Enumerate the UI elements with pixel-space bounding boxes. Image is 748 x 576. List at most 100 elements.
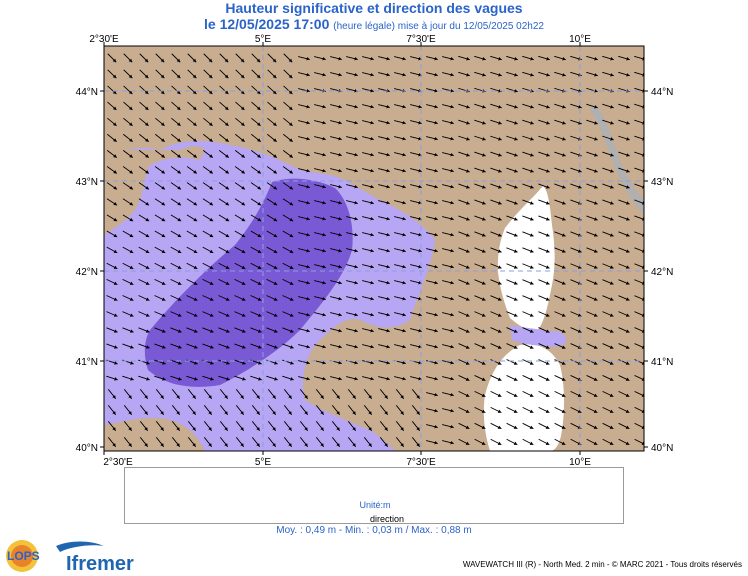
direction-arrow-head xyxy=(354,120,358,125)
direction-arrow-head xyxy=(241,297,246,301)
direction-arrow-head xyxy=(128,106,133,110)
direction-arrow-head xyxy=(465,441,470,445)
direction-arrow-head xyxy=(273,154,277,158)
direction-arrow-head xyxy=(513,425,518,429)
direction-arrow-head xyxy=(400,395,404,399)
direction-arrow-head xyxy=(482,105,486,109)
direction-arrow-head xyxy=(272,58,277,63)
direction-arrow-head xyxy=(160,395,164,399)
lat-label-right-3: 42°N xyxy=(651,267,673,278)
direction-arrow-head xyxy=(113,297,118,301)
direction-arrow-head xyxy=(561,361,566,365)
direction-arrow-head xyxy=(241,170,245,174)
direction-arrow-head xyxy=(529,217,534,221)
direction-arrow-head xyxy=(386,376,390,381)
direction-arrow-head xyxy=(257,313,262,317)
direction-arrow-head xyxy=(466,57,470,61)
direction-arrow-head xyxy=(338,200,342,205)
direction-arrow-head xyxy=(306,376,310,381)
direction-arrow-head xyxy=(466,121,470,125)
direction-arrow-head xyxy=(434,248,438,253)
direction-arrow-head xyxy=(241,138,245,142)
direction-arrow-head xyxy=(562,169,566,173)
direction-arrow-head xyxy=(354,312,358,317)
direction-arrow-head xyxy=(161,249,166,253)
direction-arrow-head xyxy=(272,427,276,431)
map-subtitle: le 12/05/2025 17:00 (heure légale) mise … xyxy=(0,16,748,35)
direction-arrow-head xyxy=(481,217,486,221)
direction-arrow-head xyxy=(594,153,598,157)
direction-arrow-head xyxy=(338,360,342,365)
direction-arrow-head xyxy=(162,377,166,381)
direction-arrow-head xyxy=(370,136,374,141)
direction-arrow-head xyxy=(562,57,566,61)
direction-arrow-head xyxy=(273,202,278,206)
direction-arrow-head xyxy=(465,313,470,317)
direction-arrow-head xyxy=(322,56,326,61)
direction-arrow-head xyxy=(481,441,486,445)
map-area xyxy=(104,46,644,451)
direction-arrow-head xyxy=(146,361,150,365)
direction-arrow-head xyxy=(289,202,294,206)
direction-arrow-head xyxy=(288,90,293,95)
direction-arrow-head xyxy=(145,186,149,190)
direction-arrow-head xyxy=(497,345,502,349)
direction-arrow-head xyxy=(545,393,550,397)
direction-arrow-head xyxy=(129,186,133,190)
direction-arrow-head xyxy=(416,411,420,415)
direction-arrow-head xyxy=(609,441,614,445)
lat-label-right-5: 40°N xyxy=(651,443,673,454)
direction-arrow-head xyxy=(306,264,310,269)
direction-arrow-head xyxy=(481,281,486,285)
direction-arrow-head xyxy=(145,170,149,174)
direction-arrow-head xyxy=(593,361,598,365)
direction-arrow-head xyxy=(641,425,644,429)
direction-arrow-head xyxy=(272,106,277,110)
direction-arrow-head xyxy=(386,344,390,349)
direction-arrow-head xyxy=(274,377,278,381)
direction-arrow-head xyxy=(546,201,550,205)
direction-arrow-head xyxy=(450,56,454,61)
direction-arrow-head xyxy=(498,105,502,109)
direction-arrow-head xyxy=(625,425,630,429)
direction-arrow-head xyxy=(594,169,598,173)
direction-arrow-head xyxy=(450,280,454,285)
direction-arrow-head xyxy=(128,427,132,431)
direction-arrow-head xyxy=(530,121,534,125)
direction-arrow-head xyxy=(144,90,149,95)
direction-arrow-head xyxy=(370,200,374,205)
direction-arrow-head xyxy=(434,56,438,61)
direction-arrow-head xyxy=(354,152,358,157)
direction-arrow-head xyxy=(626,201,630,205)
direction-arrow-head xyxy=(354,168,358,173)
direction-arrow-head xyxy=(530,137,534,141)
direction-arrow-head xyxy=(336,427,340,431)
direction-arrow-head xyxy=(193,281,198,285)
lon-label-bottom-1: 2°30'E xyxy=(103,457,133,468)
direction-arrow-head xyxy=(482,153,486,157)
direction-arrow-head xyxy=(241,249,246,253)
direction-arrow-head xyxy=(418,264,422,269)
direction-arrow-head xyxy=(306,328,310,333)
direction-arrow-head xyxy=(370,376,374,381)
direction-arrow-head xyxy=(193,202,198,206)
direction-arrow-head xyxy=(144,427,148,431)
direction-arrow-head xyxy=(402,120,406,125)
direction-arrow-head xyxy=(370,264,374,269)
direction-arrow-head xyxy=(609,345,614,349)
direction-arrow-head xyxy=(609,425,614,429)
direction-arrow-head xyxy=(273,138,277,142)
direction-arrow-head xyxy=(161,281,166,285)
direction-arrow-head xyxy=(144,106,149,110)
direction-arrow-head xyxy=(192,411,196,415)
direction-arrow-head xyxy=(320,411,324,415)
direction-arrow-head xyxy=(450,216,454,221)
direction-arrow-head xyxy=(354,136,358,141)
direction-arrow-head xyxy=(354,200,358,205)
direction-arrow-head xyxy=(594,121,598,125)
direction-arrow-head xyxy=(530,105,534,109)
direction-arrow-head xyxy=(529,313,534,317)
direction-arrow-head xyxy=(194,361,198,365)
direction-arrow-head xyxy=(609,265,614,269)
direction-arrow-head xyxy=(129,297,134,301)
